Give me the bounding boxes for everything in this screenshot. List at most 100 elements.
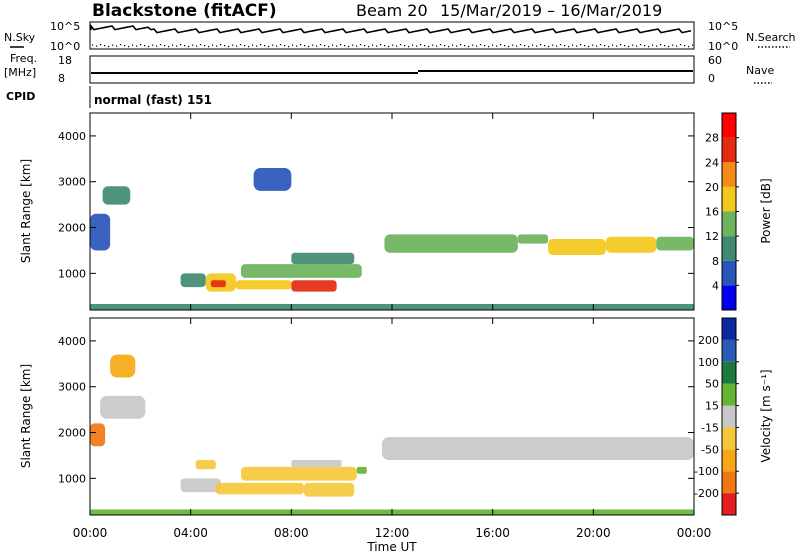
time-tick-label: 00:00 [677,526,712,540]
freq-panel [89,55,695,84]
nsearch-trace-point [680,44,682,46]
counts-panel [89,21,695,50]
colorbar-tick-label: 12 [705,230,719,243]
power-echo-region-12 [548,238,606,256]
colorbar-segment [722,318,736,340]
nsearch-trace-point [548,46,550,48]
nsearch-trace-point [668,46,670,48]
time-tick-label: 00:00 [73,526,108,540]
nsearch-trace-point [352,44,354,46]
time-tick-label: 16:00 [475,526,510,540]
nsearch-trace-point [108,46,110,48]
velocity-echo-region-0 [90,423,106,447]
nsearch-trace-point [628,46,630,48]
nsearch-trace-point [300,44,302,46]
colorbar-segment [722,285,736,310]
nsearch-trace-point [404,45,406,47]
nsearch-trace-point [552,44,554,46]
range-tick-label: 1000 [58,267,86,280]
range-tick-label: 2000 [58,427,86,440]
colorbar-segment [722,137,736,163]
nsearch-trace-point [608,46,610,48]
power-echo-region-2 [180,273,206,288]
nsearch-trace-point [168,46,170,48]
nsearch-trace-point [460,44,462,46]
colorbar-segment [722,236,736,261]
power-echo-region-10 [384,234,518,253]
nsearch-trace-point [380,44,382,46]
range-tick-label: 3000 [58,381,86,394]
freq-tick-bottom: 8 [58,72,65,85]
colorbar-frame [721,317,737,516]
nsearch-trace-point [612,44,614,46]
nsearch-trace-point [616,45,618,47]
nsearch-trace-point [164,45,166,47]
nsearch-trace-point [508,46,510,48]
nsearch-trace-point [276,45,278,47]
nsearch-trace-point [244,45,246,47]
nsearch-trace-point [152,44,154,46]
nsearch-trace-point [444,45,446,47]
nsearch-trace-point [92,44,94,46]
nsearch-trace-point [472,44,474,46]
colorbar-segment [722,260,736,286]
nsearch-trace-point [408,46,410,48]
nsearch-trace-point [148,46,150,48]
nsearch-trace-point [424,45,426,47]
range-tick-label: 4000 [58,335,86,348]
nave-tick-top: 60 [708,54,722,67]
power-echo-region-0 [90,213,111,251]
velocity-echo-region-5 [215,482,304,495]
nsearch-trace-point [576,45,578,47]
range-tick-label: 1000 [58,472,86,485]
nsearch-trace-point [316,45,318,47]
nsearch-trace-point [116,45,118,47]
nsearch-trace-point [492,44,494,46]
nsearch-trace-point [304,45,306,47]
velocity-echo-region-7 [241,466,357,481]
nsearch-trace-point [232,44,234,46]
time-tick-label: 20:00 [576,526,611,540]
nsearch-trace-point [196,45,198,47]
velocity-echo-region-6 [303,482,355,497]
power-colorbar-label: Power [dB] [759,178,773,243]
nsearch-trace-point [480,44,482,46]
nsearch-trace-point [340,44,342,46]
colorbar-segment [722,427,736,450]
nsearch-trace-point [592,44,594,46]
nsearch-trace-point [136,45,138,47]
nsearch-trace-point [284,45,286,47]
nsearch-trace-point [524,45,526,47]
freq-tick-top: 18 [58,54,72,67]
colorbar-segment [722,449,736,472]
colorbar-segment [722,405,736,428]
nsearch-trace-point [320,44,322,46]
power-echo-region-5 [235,280,292,290]
power-echo-region-9 [253,167,292,191]
nsearch-trace-point [504,45,506,47]
nsearch-trace-point [600,44,602,46]
velocity-echo-region-4 [195,460,216,470]
velocity-echo-region-10 [381,437,694,461]
nsearch-trace-point [312,44,314,46]
colorbar-tick-label: 200 [698,334,719,347]
nsearch-trace-point [176,45,178,47]
nsearch-trace-point [104,45,106,47]
velocity-echo-region-9 [291,460,342,467]
nsearch-trace-point [112,44,114,46]
nsearch-trace-point [656,45,658,47]
nsearch-trace-point [448,46,450,48]
colorbar-segment [722,339,736,362]
colorbar-tick-label: 100 [698,356,719,369]
velocity-echo-region-1 [110,354,136,378]
power-echo-region-13 [605,236,657,253]
nsearch-trace-point [676,45,678,47]
nsearch-trace-point [160,44,162,46]
nsearch-label: N.Search [746,31,796,44]
nsearch-trace-point [156,45,158,47]
nsearch-trace-point [180,44,182,46]
time-axis-label: Time UT [366,540,417,554]
velocity-colorbar-label: Velocity [m s⁻¹] [759,369,773,462]
nsearch-trace-point [528,46,530,48]
nsearch-trace-point [220,44,222,46]
